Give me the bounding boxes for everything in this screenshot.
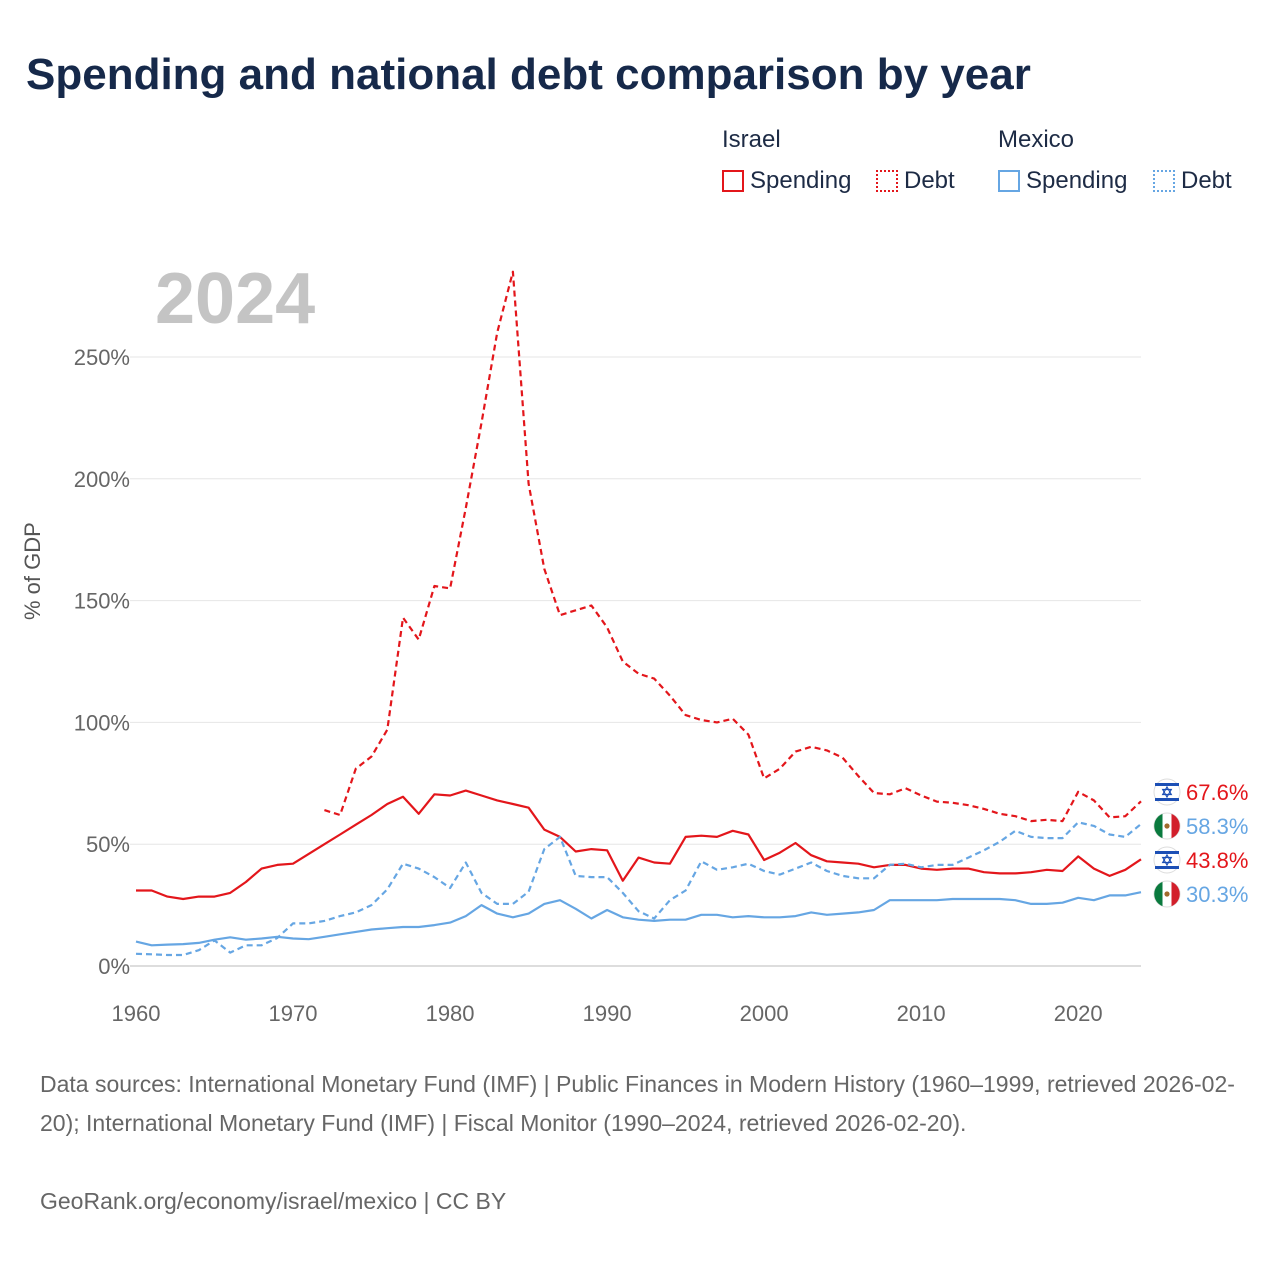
legend-israel-spending[interactable]: Spending <box>722 167 851 195</box>
current-year-label: 2024 <box>155 259 316 339</box>
end-label-mexico-spending: 30.3% <box>1186 882 1248 907</box>
data-sources-note: Data sources: International Monetary Fun… <box>40 1071 1235 1136</box>
israel-flag-icon <box>1153 846 1181 874</box>
y-tick-label: 150% <box>74 589 130 614</box>
legend-mexico-spending-label: Spending <box>1026 167 1128 194</box>
legend-swatch-solid-red <box>722 170 744 192</box>
mexico-flag-icon <box>1153 812 1181 840</box>
legend-swatch-solid-blue <box>998 170 1020 192</box>
x-tick-label: 2010 <box>897 1001 946 1026</box>
legend-swatch-dotted-red <box>876 170 898 192</box>
legend-mexico-spending[interactable]: Spending <box>998 167 1127 195</box>
legend-mexico-debt-label: Debt <box>1181 167 1232 194</box>
y-axis-ticks: 0% 50% 100% 150% 200% 250% <box>74 345 130 979</box>
series-line-israel-spending <box>136 789 1142 901</box>
flag-stripe <box>1155 798 1179 801</box>
flag-red <box>1171 881 1180 907</box>
end-label-mexico-debt: 58.3% <box>1186 814 1248 839</box>
line-chart: 0% 50% 100% 150% 200% 250% 1960 1970 1980 1990 20… <box>74 270 1248 1026</box>
y-tick-label: 0% <box>98 954 130 979</box>
star-part <box>1161 788 1173 799</box>
y-tick-label: 250% <box>74 345 130 370</box>
series-line-mexico-debt <box>135 821 1142 957</box>
flag-stripe <box>1155 783 1179 786</box>
y-tick-label: 100% <box>74 710 130 735</box>
star-part <box>1161 785 1173 796</box>
x-tick-label: 1980 <box>426 1001 475 1026</box>
legend-mexico-debt[interactable]: Debt <box>1153 167 1232 195</box>
flag-base <box>1153 778 1181 806</box>
flag-emblem <box>1164 823 1170 829</box>
flag-green <box>1154 881 1163 907</box>
series-line-mexico-spending <box>135 891 1142 947</box>
legend-israel-debt[interactable]: Debt <box>876 167 955 195</box>
legend-israel-debt-label: Debt <box>904 167 955 194</box>
end-label-israel-debt: 67.6% <box>1186 780 1248 805</box>
flag-emblem <box>1164 891 1170 897</box>
end-labels: 67.6% 58.3% 43.8% 30.3% <box>1153 778 1248 908</box>
x-tick-label: 2020 <box>1054 1001 1103 1026</box>
x-tick-label: 1970 <box>269 1001 318 1026</box>
series-line-israel-debt <box>324 270 1142 823</box>
x-axis-ticks: 1960 1970 1980 1990 2000 2010 2020 <box>112 1001 1103 1026</box>
star-part <box>1161 856 1173 867</box>
legend-israel-spending-label: Spending <box>750 167 852 194</box>
star-part <box>1161 853 1173 864</box>
y-tick-label: 50% <box>86 832 130 857</box>
flag-base <box>1153 846 1181 874</box>
x-tick-label: 1960 <box>112 1001 161 1026</box>
chart-title: Spending and national debt comparison by… <box>26 50 1031 99</box>
x-tick-label: 1990 <box>583 1001 632 1026</box>
legend-swatch-dotted-blue <box>1153 170 1175 192</box>
legend-mexico-label: Mexico <box>998 126 1075 153</box>
x-tick-label: 2000 <box>740 1001 789 1026</box>
flag-green <box>1154 813 1163 839</box>
credit-link[interactable]: GeoRank.org/economy/israel/mexico | CC B… <box>40 1188 507 1214</box>
mexico-flag-icon <box>1153 880 1181 908</box>
flag-stripe <box>1155 866 1179 869</box>
flag-red <box>1171 813 1180 839</box>
end-label-israel-spending: 43.8% <box>1186 848 1248 873</box>
y-tick-label: 200% <box>74 467 130 492</box>
series-lines <box>135 270 1142 957</box>
grid-lines <box>130 356 1141 967</box>
flag-stripe <box>1155 851 1179 854</box>
israel-flag-icon <box>1153 778 1181 806</box>
legend-israel-label: Israel <box>722 126 781 153</box>
